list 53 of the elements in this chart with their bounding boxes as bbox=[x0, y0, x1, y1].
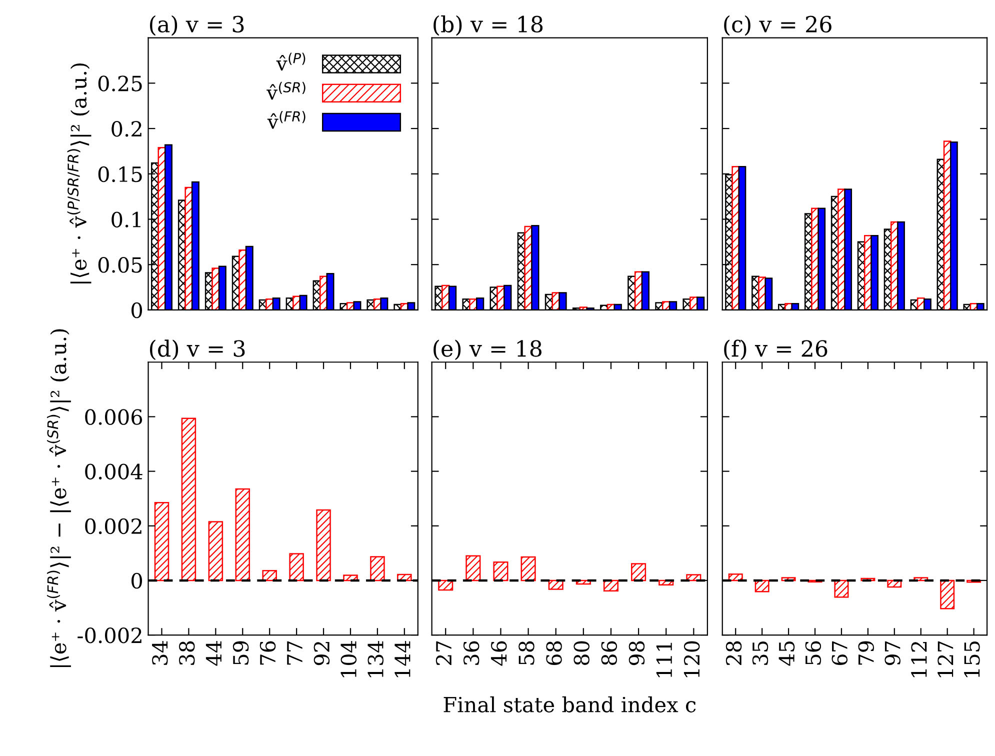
legend-label: v̂$^{(FR)}$ bbox=[267, 111, 306, 129]
y-tick-label: 0.25 bbox=[98, 76, 142, 92]
x-tick-label: 86 bbox=[601, 641, 618, 666]
x-tick-label: 38 bbox=[178, 641, 195, 665]
x-tick-label: 44 bbox=[206, 640, 222, 666]
y-tick-label: 0.15 bbox=[98, 166, 142, 182]
y-tick-label: 0.004 bbox=[85, 464, 142, 480]
legend-label: v̂$^{(SR)}$ bbox=[266, 82, 306, 100]
x-tick-label: 77 bbox=[287, 641, 302, 665]
x-tick-label: 92 bbox=[314, 642, 330, 666]
x-tick-label: 68 bbox=[546, 641, 562, 666]
y-tick-label: 0 bbox=[132, 572, 142, 589]
x-tick-label: 67 bbox=[832, 641, 848, 666]
y-axis-title: |⟨e⁺ · v̂$^{(FR)}$⟩|² − |⟨e⁺ · v̂$^{(SR)}$⟩|² (a.u.) bbox=[46, 329, 71, 668]
x-tick-label: 112 bbox=[911, 642, 927, 678]
x-tick-label: 127 bbox=[938, 641, 954, 678]
chart-title: (c) v = 26 bbox=[724, 15, 832, 36]
x-tick-label: 80 bbox=[574, 641, 590, 666]
x-tick-label: 98 bbox=[628, 641, 645, 666]
x-tick-label: 120 bbox=[684, 641, 700, 678]
y-tick-label: 0.002 bbox=[85, 518, 142, 534]
x-tick-label: 79 bbox=[858, 641, 874, 665]
x-tick-label: 27 bbox=[436, 641, 452, 665]
x-tick-label: 58 bbox=[518, 641, 534, 665]
y-tick-label: -0.002 bbox=[78, 627, 142, 644]
x-tick-label: 45 bbox=[778, 642, 795, 666]
x-tick-label: 56 bbox=[805, 641, 822, 665]
x-tick-label: 76 bbox=[260, 641, 276, 665]
chart-title: (b) v = 18 bbox=[434, 15, 543, 36]
y-tick-label: 0.05 bbox=[98, 257, 142, 273]
x-axis-title: Final state band index c bbox=[444, 696, 696, 712]
x-tick-label: 34 bbox=[152, 640, 168, 665]
chart-title: (a) v = 3 bbox=[150, 15, 244, 36]
y-tick-label: 0.1 bbox=[112, 212, 140, 228]
x-tick-label: 46 bbox=[491, 641, 507, 666]
x-tick-label: 155 bbox=[964, 642, 980, 678]
x-tick-label: 97 bbox=[884, 641, 900, 666]
x-tick-label: 59 bbox=[232, 641, 249, 665]
x-tick-label: 36 bbox=[463, 641, 480, 665]
x-tick-label: 134 bbox=[368, 640, 384, 678]
y-tick-label: 0 bbox=[132, 302, 142, 318]
chart-title: (e) v = 18 bbox=[434, 340, 542, 360]
x-tick-label: 144 bbox=[394, 640, 410, 678]
y-tick-label: 0.006 bbox=[85, 409, 142, 425]
x-tick-label: 28 bbox=[726, 641, 742, 665]
x-tick-label: 35 bbox=[752, 642, 768, 665]
chart-title: (d) v = 3 bbox=[150, 340, 245, 360]
x-tick-label: 104 bbox=[340, 640, 357, 678]
x-tick-label: 111 bbox=[656, 642, 672, 678]
y-axis-title: |⟨e⁺ · v̂$^{(P/SR/FR)}$⟩|² (a.u.) bbox=[67, 63, 92, 284]
chart-title: (f) v = 26 bbox=[724, 340, 828, 360]
legend-label: v̂$^{(P)}$ bbox=[276, 52, 306, 71]
y-tick-label: 0.2 bbox=[112, 120, 142, 137]
